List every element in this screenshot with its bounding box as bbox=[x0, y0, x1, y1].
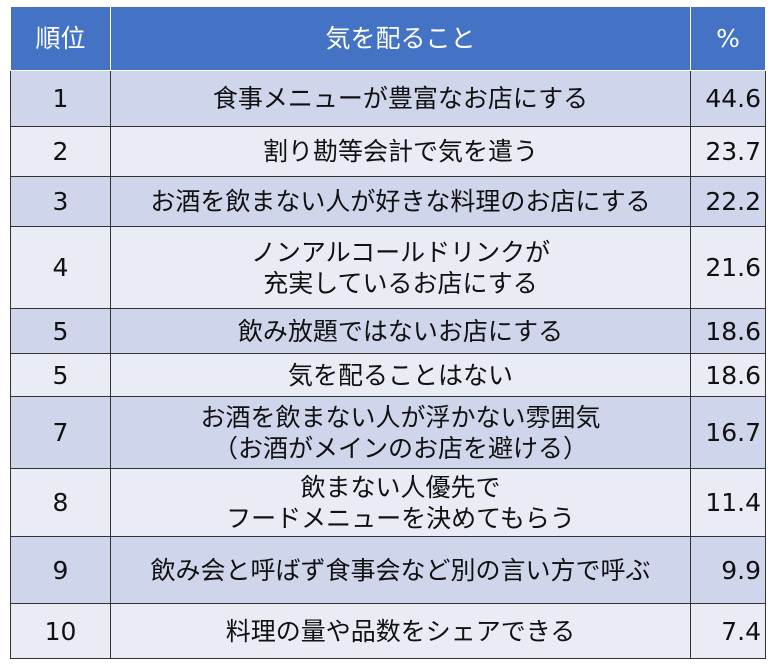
header-item: 気を配ること bbox=[110, 6, 691, 71]
rank-cell: 7 bbox=[10, 396, 111, 469]
pct-cell: 22.2 bbox=[690, 176, 766, 227]
rank-cell: 5 bbox=[10, 308, 111, 354]
pct-cell: 16.7 bbox=[690, 396, 766, 469]
item-line: （お酒がメインのお店を避ける） bbox=[212, 433, 588, 463]
item-line: お酒を飲まない人が浮かない雰囲気 bbox=[200, 402, 601, 432]
item-line: 飲まない人優先で bbox=[300, 472, 501, 502]
item-line: お酒を飲まない人が好きな料理のお店にする bbox=[150, 187, 651, 216]
item-cell: 飲まない人優先で フードメニューを決めてもらう bbox=[110, 468, 691, 537]
item-line: 飲み放題ではないお店にする bbox=[237, 316, 564, 346]
table-row: 5 気を配ることはない 18.6 bbox=[10, 353, 766, 397]
header-rank: 順位 bbox=[10, 6, 111, 71]
item-cell: 飲み放題ではないお店にする bbox=[110, 308, 691, 354]
pct-cell: 21.6 bbox=[690, 226, 766, 309]
rank-cell: 5 bbox=[10, 353, 111, 397]
item-cell: お酒を飲まない人が浮かない雰囲気 （お酒がメインのお店を避ける） bbox=[110, 396, 691, 469]
rank-cell: 4 bbox=[10, 226, 111, 309]
table-row: 1 食事メニューが豊富なお店にする 44.6 bbox=[10, 70, 766, 127]
table-row: 10 料理の量や品数をシェアできる 7.4 bbox=[10, 603, 766, 659]
rank-cell: 9 bbox=[10, 536, 111, 604]
rank-cell: 1 bbox=[10, 70, 111, 127]
item-cell: 気を配ることはない bbox=[110, 353, 691, 397]
item-line: 食事メニューが豊富なお店にする bbox=[212, 84, 589, 113]
pct-cell: 18.6 bbox=[690, 353, 766, 397]
rank-cell: 8 bbox=[10, 468, 111, 537]
item-cell: 割り勘等会計で気を遣う bbox=[110, 126, 691, 177]
table-row: 5 飲み放題ではないお店にする 18.6 bbox=[10, 308, 766, 354]
item-line: 飲み会と呼ばず食事会など別の言い方で呼ぶ bbox=[150, 555, 651, 585]
table-row: 4 ノンアルコールドリンクが 充実しているお店にする 21.6 bbox=[10, 226, 766, 309]
item-line: 料理の量や品数をシェアできる bbox=[225, 616, 576, 646]
item-cell: ノンアルコールドリンクが 充実しているお店にする bbox=[110, 226, 691, 309]
pct-cell: 44.6 bbox=[690, 70, 766, 127]
rank-cell: 10 bbox=[10, 603, 111, 659]
item-line: フードメニューを決めてもらう bbox=[226, 503, 575, 533]
ranking-table: 順位 気を配ること % 1 食事メニューが豊富なお店にする 44.6 2 割り勘等会計で… bbox=[10, 6, 766, 659]
header-pct: % bbox=[690, 6, 766, 71]
header-row: 順位 気を配ること % bbox=[10, 6, 766, 71]
item-line: 気を配ることはない bbox=[287, 360, 513, 390]
table-body: 1 食事メニューが豊富なお店にする 44.6 2 割り勘等会計で気を遣う 23.7 3 お酒を… bbox=[10, 70, 766, 659]
item-line: ノンアルコールドリンクが bbox=[250, 237, 551, 267]
pct-cell: 7.4 bbox=[690, 603, 766, 659]
table-row: 8 飲まない人優先で フードメニューを決めてもらう 11.4 bbox=[10, 468, 766, 537]
pct-cell: 9.9 bbox=[690, 536, 766, 604]
table-row: 2 割り勘等会計で気を遣う 23.7 bbox=[10, 126, 766, 177]
rank-cell: 3 bbox=[10, 176, 111, 227]
rank-cell: 2 bbox=[10, 126, 111, 177]
table-row: 7 お酒を飲まない人が浮かない雰囲気 （お酒がメインのお店を避ける） 16.7 bbox=[10, 396, 766, 469]
table-row: 9 飲み会と呼ばず食事会など別の言い方で呼ぶ 9.9 bbox=[10, 536, 766, 604]
pct-cell: 18.6 bbox=[690, 308, 766, 354]
item-cell: お酒を飲まない人が好きな料理のお店にする bbox=[110, 176, 691, 227]
table-row: 3 お酒を飲まない人が好きな料理のお店にする 22.2 bbox=[10, 176, 766, 227]
pct-cell: 11.4 bbox=[690, 468, 766, 537]
item-cell: 料理の量や品数をシェアできる bbox=[110, 603, 691, 659]
item-cell: 飲み会と呼ばず食事会など別の言い方で呼ぶ bbox=[110, 536, 691, 604]
item-line: 割り勘等会計で気を遣う bbox=[262, 137, 538, 166]
item-line: 充実しているお店にする bbox=[263, 268, 538, 298]
item-cell: 食事メニューが豊富なお店にする bbox=[110, 70, 691, 127]
pct-cell: 23.7 bbox=[690, 126, 766, 177]
